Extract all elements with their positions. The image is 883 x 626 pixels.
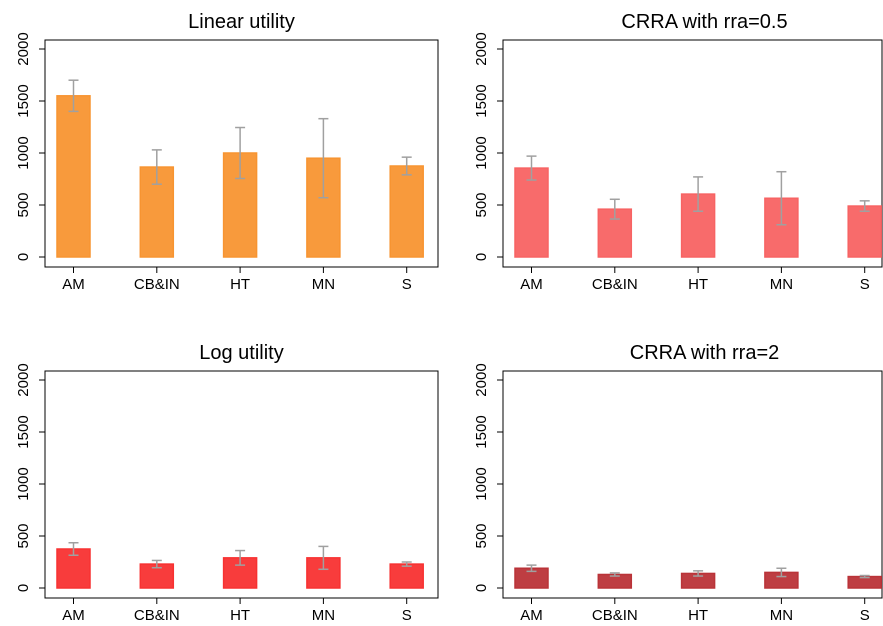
y-tick-label: 500 (15, 192, 32, 217)
y-tick-label: 1000 (15, 136, 32, 169)
x-tick-label: MN (312, 607, 335, 624)
y-tick-label: 2000 (15, 32, 32, 65)
y-tick-label: 1000 (473, 136, 490, 169)
bar (847, 205, 882, 258)
x-tick-label: HT (688, 607, 708, 624)
x-tick-label: HT (688, 276, 708, 293)
y-tick-label: 0 (15, 584, 32, 592)
y-tick-label: 2000 (473, 363, 490, 396)
x-tick-label: S (402, 276, 412, 293)
bar (389, 563, 424, 589)
bar (514, 167, 549, 258)
x-tick-label: MN (770, 607, 793, 624)
x-tick-label: CB&IN (134, 607, 180, 624)
x-tick-label: MN (770, 276, 793, 293)
x-tick-label: CB&IN (592, 276, 638, 293)
y-tick-label: 1500 (473, 84, 490, 117)
y-tick-label: 0 (473, 584, 490, 592)
x-tick-label: MN (312, 276, 335, 293)
x-tick-label: S (860, 276, 870, 293)
plot-area (502, 370, 883, 599)
x-tick-label: S (860, 607, 870, 624)
y-tick-label: 2000 (473, 32, 490, 65)
bar (56, 95, 91, 258)
y-tick-label: 1500 (473, 415, 490, 448)
x-tick-label: AM (62, 276, 85, 293)
y-tick-label: 0 (473, 253, 490, 261)
x-tick-label: HT (230, 607, 250, 624)
x-tick-label: CB&IN (592, 607, 638, 624)
y-tick-label: 1500 (15, 84, 32, 117)
x-tick-label: AM (62, 607, 85, 624)
chart-title: CRRA with rra=0.5 (621, 11, 787, 33)
y-tick-label: 500 (473, 192, 490, 217)
y-tick-label: 1500 (15, 415, 32, 448)
y-tick-label: 500 (473, 523, 490, 548)
chart-title: Log utility (199, 342, 284, 364)
x-tick-label: AM (520, 607, 543, 624)
x-tick-label: HT (230, 276, 250, 293)
y-tick-label: 1000 (15, 467, 32, 500)
y-tick-label: 0 (15, 253, 32, 261)
x-tick-label: CB&IN (134, 276, 180, 293)
y-tick-label: 1000 (473, 467, 490, 500)
bar (389, 165, 424, 258)
y-tick-label: 500 (15, 523, 32, 548)
x-tick-label: S (402, 607, 412, 624)
chart-title: Linear utility (188, 11, 295, 33)
chart-title: CRRA with rra=2 (630, 342, 780, 364)
y-tick-label: 2000 (15, 363, 32, 396)
x-tick-label: AM (520, 276, 543, 293)
